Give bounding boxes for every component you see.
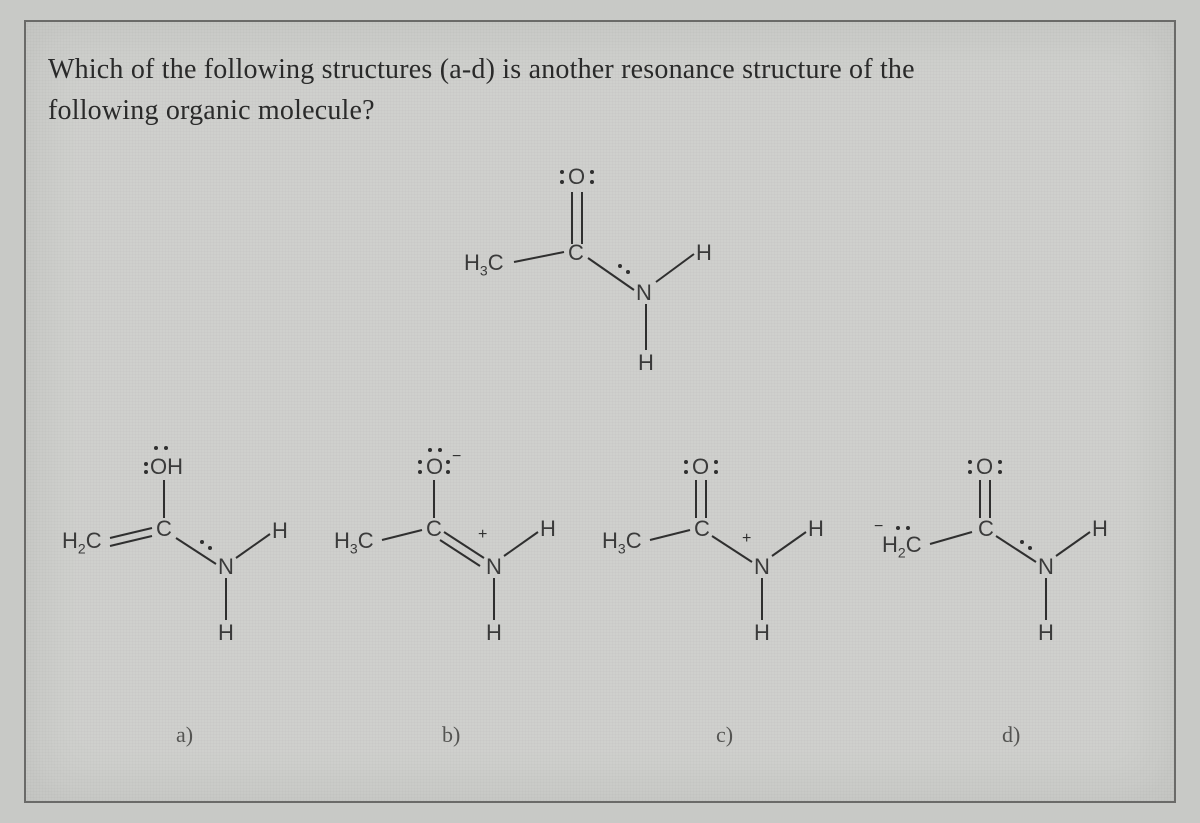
atom-O: O [426,454,443,480]
lone-pair-dot [1028,546,1032,550]
atom-C: C [426,516,442,542]
atom-H-bot: H [754,620,770,646]
lone-pair-dot [438,448,442,452]
option-b-molecule: O − C H3C N + H H [334,452,574,672]
lone-pair-dot [428,448,432,452]
lone-pair-dot [154,446,158,450]
charge-N-pos: + [742,530,751,548]
lone-pair-dot [714,460,718,464]
texture-overlay [26,22,1174,801]
atom-N: N [218,554,234,580]
question-line1: Which of the following structures (a-d) … [48,54,915,85]
charge-N-pos: + [478,526,487,544]
atom-C: C [156,516,172,542]
lone-pair-dot [590,170,594,174]
lone-pair-dot [590,180,594,184]
option-c-bonds [602,452,842,672]
lone-pair-dot [560,170,564,174]
option-a-bonds [66,452,306,672]
atom-H-bot: H [218,620,234,646]
lone-pair-dot [618,264,622,268]
lone-pair-dot [626,270,630,274]
atom-C: C [694,516,710,542]
atom-H-bot: H [1038,620,1054,646]
atom-N: N [1038,554,1054,580]
lone-pair-dot [968,470,972,474]
lone-pair-dot [208,546,212,550]
main-molecule: O C H3C N H H [456,162,756,382]
atom-N: N [636,280,652,306]
lone-pair-dot [560,180,564,184]
option-d-label[interactable]: d) [1002,722,1020,748]
lone-pair-dot [1020,540,1024,544]
option-c-molecule: O C H3C N + H H [602,452,842,672]
atom-H3C: H3C [602,528,642,556]
question-text: Which of the following structures (a-d) … [48,50,1148,131]
page-frame: Which of the following structures (a-d) … [24,20,1176,803]
option-d-molecule: O C H2C − N H H [870,452,1130,672]
question-line2: following organic molecule? [48,95,375,126]
atom-H3C: H3C [334,528,374,556]
lone-pair-dot [684,470,688,474]
lone-pair-dot [418,460,422,464]
lone-pair-dot [714,470,718,474]
option-b-bonds [334,452,574,672]
atom-N: N [486,554,502,580]
lone-pair-dot [906,526,910,530]
atom-H-top: H [1092,516,1108,542]
option-c-label[interactable]: c) [716,722,733,748]
option-a-label[interactable]: a) [176,722,193,748]
atom-O: O [568,164,585,190]
atom-H-top: H [696,240,712,266]
atom-H-bot: H [486,620,502,646]
atom-O: O [692,454,709,480]
charge-H2C-neg: − [874,518,883,536]
option-d-bonds [870,452,1130,672]
lone-pair-dot [896,526,900,530]
lone-pair-dot [144,470,148,474]
atom-OH: OH [150,454,183,480]
lone-pair-dot [446,460,450,464]
option-b-label[interactable]: b) [442,722,460,748]
charge-O-neg: − [452,448,461,466]
atom-H-bot: H [638,350,654,376]
atom-O: O [976,454,993,480]
lone-pair-dot [998,460,1002,464]
atom-H2C: H2C [62,528,102,556]
atom-C: C [978,516,994,542]
lone-pair-dot [446,470,450,474]
atom-H-top: H [540,516,556,542]
lone-pair-dot [998,470,1002,474]
atom-H2C: H2C [882,532,922,560]
lone-pair-dot [968,460,972,464]
atom-C: C [568,240,584,266]
lone-pair-dot [418,470,422,474]
lone-pair-dot [200,540,204,544]
lone-pair-dot [164,446,168,450]
option-a-molecule: OH C H2C N H H [66,452,306,672]
atom-H-top: H [808,516,824,542]
lone-pair-dot [144,462,148,466]
atom-H-top: H [272,518,288,544]
lone-pair-dot [684,460,688,464]
atom-N: N [754,554,770,580]
atom-H3C: H3C [464,250,504,278]
